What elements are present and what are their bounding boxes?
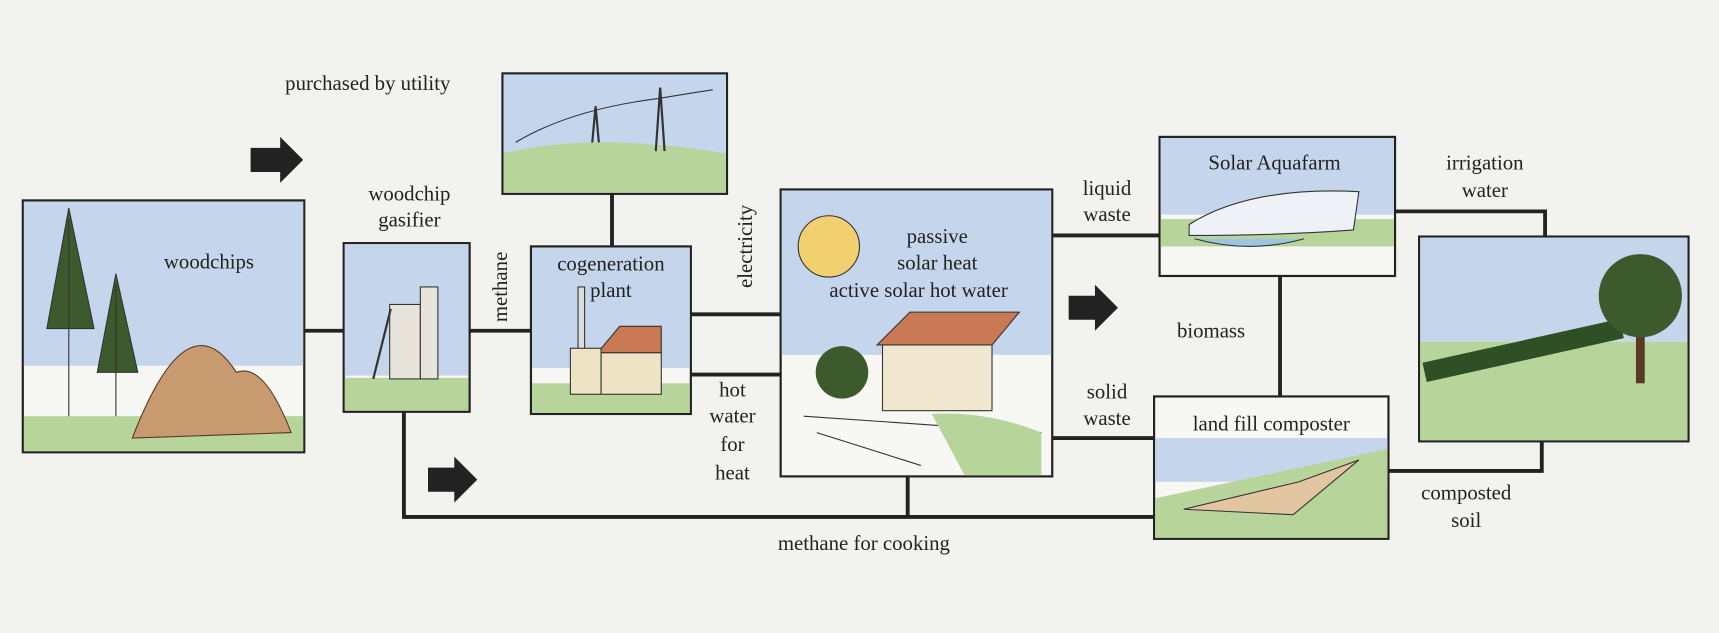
edge-label: solid <box>1087 381 1128 404</box>
connector <box>1395 209 1547 237</box>
aquafarm-box <box>1158 135 1397 278</box>
node-label: woodchip <box>368 182 450 205</box>
power-lines-box <box>501 72 729 195</box>
edge-label: methane for cooking <box>778 532 950 555</box>
connectors <box>304 193 1547 519</box>
edge-label: electricity <box>734 204 757 288</box>
connector <box>401 411 1155 519</box>
cogeneration-box <box>529 245 692 416</box>
node-label: plant <box>590 279 632 302</box>
edge-label: heat <box>715 462 750 485</box>
node-label: cogeneration <box>557 253 665 276</box>
edge-label: hot <box>719 378 746 401</box>
edge-label: soil <box>1451 509 1481 532</box>
connector <box>1388 441 1544 473</box>
woodchips-box <box>21 199 306 454</box>
arrow <box>428 456 478 503</box>
edge-label: water <box>1462 179 1508 202</box>
landfill-box <box>1153 395 1390 540</box>
edge-label: irrigation <box>1446 152 1524 175</box>
edge-label: for <box>720 433 744 456</box>
house-box <box>779 188 1054 478</box>
edge-label: water <box>709 405 755 428</box>
node-label: passive <box>907 225 968 248</box>
node-label: land fill composter <box>1193 412 1350 435</box>
node-label: woodchips <box>164 250 254 273</box>
edge-label: liquid <box>1083 177 1132 200</box>
edge-label: purchased by utility <box>285 72 451 95</box>
edge-label: biomass <box>1177 319 1245 342</box>
arrow <box>250 136 304 183</box>
node-label: solar heat <box>897 251 977 274</box>
connector <box>690 312 781 377</box>
edge-label: waste <box>1083 407 1130 430</box>
field-box <box>1418 235 1690 443</box>
big-arrows <box>250 136 1118 503</box>
gasifier-box <box>342 242 471 413</box>
node-label: active solar hot water <box>829 279 1008 302</box>
edge-label: composted <box>1421 481 1512 504</box>
node-label: gasifier <box>378 209 440 232</box>
edge-label: waste <box>1083 203 1130 226</box>
node-label: Solar Aquafarm <box>1208 152 1340 175</box>
edge-label: methane <box>489 252 512 322</box>
arrow <box>1068 284 1118 331</box>
